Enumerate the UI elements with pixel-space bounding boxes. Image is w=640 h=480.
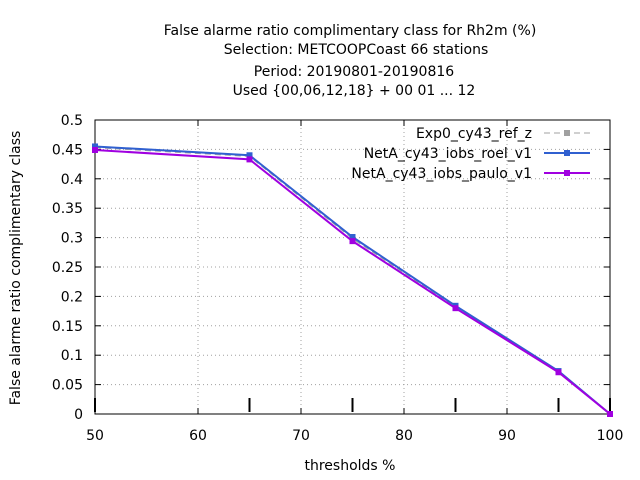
title-line-2: Selection: METCOOPCoast 66 stations [224,42,489,58]
series-line [94,148,611,415]
chart-title: False alarme ratio complimentary class f… [164,23,537,99]
data-point [92,146,98,153]
y-tick-label: 0.3 [61,231,83,247]
x-tick-label: 50 [86,428,104,444]
data-point [349,238,356,245]
title-line-1: False alarme ratio complimentary class f… [164,23,537,39]
legend-item: Exp0_cy43_ref_z [416,126,590,142]
series-1 [92,144,613,417]
legend-swatch-marker [564,150,570,156]
y-tick-label: 0 [74,407,83,423]
grid [95,120,610,414]
axis-ticks [94,119,611,415]
y-tick-label: 0.45 [52,142,83,158]
series-2 [92,143,613,417]
series-3 [92,146,613,417]
y-tick-label: 0.25 [52,260,83,276]
y-tick-label: 0.5 [61,113,83,129]
data-point [349,234,356,241]
data-point [452,305,459,312]
title-line-4: Used {00,06,12,18} + 00 01 ... 12 [233,83,476,99]
x-tick-label: 80 [395,428,413,444]
legend-swatch-marker [564,130,570,136]
legend-item: NetA_cy43_iobs_paulo_v1 [351,166,590,182]
series-layer [92,143,613,417]
legend-label: Exp0_cy43_ref_z [416,126,532,142]
y-tick-label: 0.15 [52,319,83,335]
x-axis-title: thresholds % [305,458,396,474]
legend-label: NetA_cy43_iobs_paulo_v1 [351,166,532,182]
legend-label: NetA_cy43_iobs_roel_v1 [364,146,532,162]
plot-frame [94,119,611,415]
y-tick-label: 0.4 [61,172,83,188]
x-tick-label: 60 [189,428,207,444]
y-axis-title: False alarme ratio complimentary class [8,131,24,406]
series-line [94,145,611,415]
data-point [246,156,253,163]
data-point [92,143,98,150]
legend-item: NetA_cy43_iobs_roel_v1 [364,146,590,162]
y-tick-label: 0.2 [61,289,83,305]
data-point [607,411,613,417]
data-point [555,369,562,376]
x-tick-label: 70 [292,428,310,444]
legend-swatch-marker [564,170,570,176]
x-tick-label: 90 [498,428,516,444]
legend: Exp0_cy43_ref_z NetA_cy43_iobs_roel_v1 Net… [351,126,590,182]
y-tick-label: 0.05 [52,378,83,394]
title-line-3: Period: 20190801-20190816 [254,64,454,80]
data-point [246,152,253,159]
x-tick-label: 100 [597,428,624,444]
y-tick-label: 0.35 [52,201,83,217]
y-tick-label: 0.1 [61,348,83,364]
tick-labels: 0 0.05 0.1 0.15 0.2 0.25 0.3 0.35 0.4 0.45 0.5 50 60… [52,113,624,444]
series-line [94,147,611,415]
